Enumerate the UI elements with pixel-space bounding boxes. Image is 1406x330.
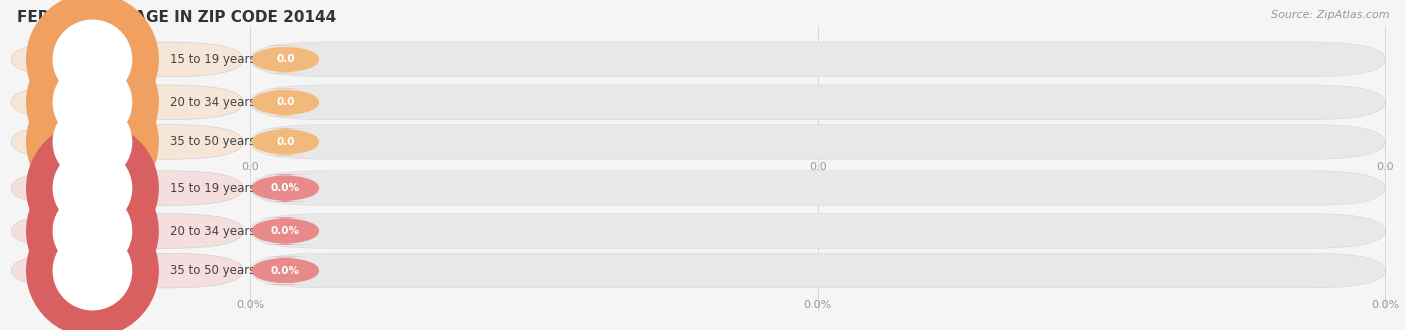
FancyBboxPatch shape bbox=[252, 257, 319, 284]
FancyBboxPatch shape bbox=[252, 46, 319, 73]
Text: 0.0%: 0.0% bbox=[803, 300, 832, 310]
FancyBboxPatch shape bbox=[252, 128, 319, 156]
Text: 35 to 50 years: 35 to 50 years bbox=[170, 135, 256, 148]
Text: 20 to 34 years: 20 to 34 years bbox=[170, 224, 256, 238]
FancyBboxPatch shape bbox=[252, 174, 319, 202]
Text: FERTILITY BY AGE IN ZIP CODE 20144: FERTILITY BY AGE IN ZIP CODE 20144 bbox=[17, 10, 336, 25]
FancyBboxPatch shape bbox=[250, 253, 1385, 288]
Text: 0.0: 0.0 bbox=[276, 54, 295, 64]
Ellipse shape bbox=[52, 231, 132, 311]
FancyBboxPatch shape bbox=[11, 85, 243, 120]
FancyBboxPatch shape bbox=[250, 125, 1385, 159]
FancyBboxPatch shape bbox=[250, 214, 1385, 248]
Text: 20 to 34 years: 20 to 34 years bbox=[170, 96, 256, 109]
FancyBboxPatch shape bbox=[252, 217, 319, 245]
Text: 0.0%: 0.0% bbox=[271, 266, 299, 276]
FancyBboxPatch shape bbox=[11, 42, 243, 77]
Text: 0.0%: 0.0% bbox=[1371, 300, 1399, 310]
FancyBboxPatch shape bbox=[11, 171, 243, 205]
Text: 0.0%: 0.0% bbox=[236, 300, 264, 310]
Ellipse shape bbox=[52, 19, 132, 99]
Ellipse shape bbox=[27, 36, 159, 169]
FancyBboxPatch shape bbox=[250, 42, 1385, 77]
Text: 35 to 50 years: 35 to 50 years bbox=[170, 264, 256, 277]
Ellipse shape bbox=[27, 165, 159, 297]
FancyBboxPatch shape bbox=[250, 171, 1385, 205]
FancyBboxPatch shape bbox=[250, 85, 1385, 120]
Text: 15 to 19 years: 15 to 19 years bbox=[170, 182, 256, 195]
FancyBboxPatch shape bbox=[252, 88, 319, 116]
Ellipse shape bbox=[27, 204, 159, 330]
Ellipse shape bbox=[52, 62, 132, 142]
Ellipse shape bbox=[27, 0, 159, 126]
Text: 0.0: 0.0 bbox=[808, 162, 827, 172]
Text: 0.0: 0.0 bbox=[276, 137, 295, 147]
Ellipse shape bbox=[27, 76, 159, 208]
Ellipse shape bbox=[52, 148, 132, 228]
FancyBboxPatch shape bbox=[11, 253, 243, 288]
Text: 0.0%: 0.0% bbox=[271, 183, 299, 193]
Text: 0.0: 0.0 bbox=[276, 97, 295, 107]
Ellipse shape bbox=[27, 122, 159, 254]
Text: Source: ZipAtlas.com: Source: ZipAtlas.com bbox=[1271, 10, 1389, 20]
Ellipse shape bbox=[52, 102, 132, 182]
Ellipse shape bbox=[52, 191, 132, 271]
Text: 15 to 19 years: 15 to 19 years bbox=[170, 53, 256, 66]
Text: 0.0: 0.0 bbox=[1376, 162, 1393, 172]
Text: 0.0%: 0.0% bbox=[271, 226, 299, 236]
Text: 0.0: 0.0 bbox=[242, 162, 259, 172]
FancyBboxPatch shape bbox=[11, 125, 243, 159]
FancyBboxPatch shape bbox=[11, 214, 243, 248]
